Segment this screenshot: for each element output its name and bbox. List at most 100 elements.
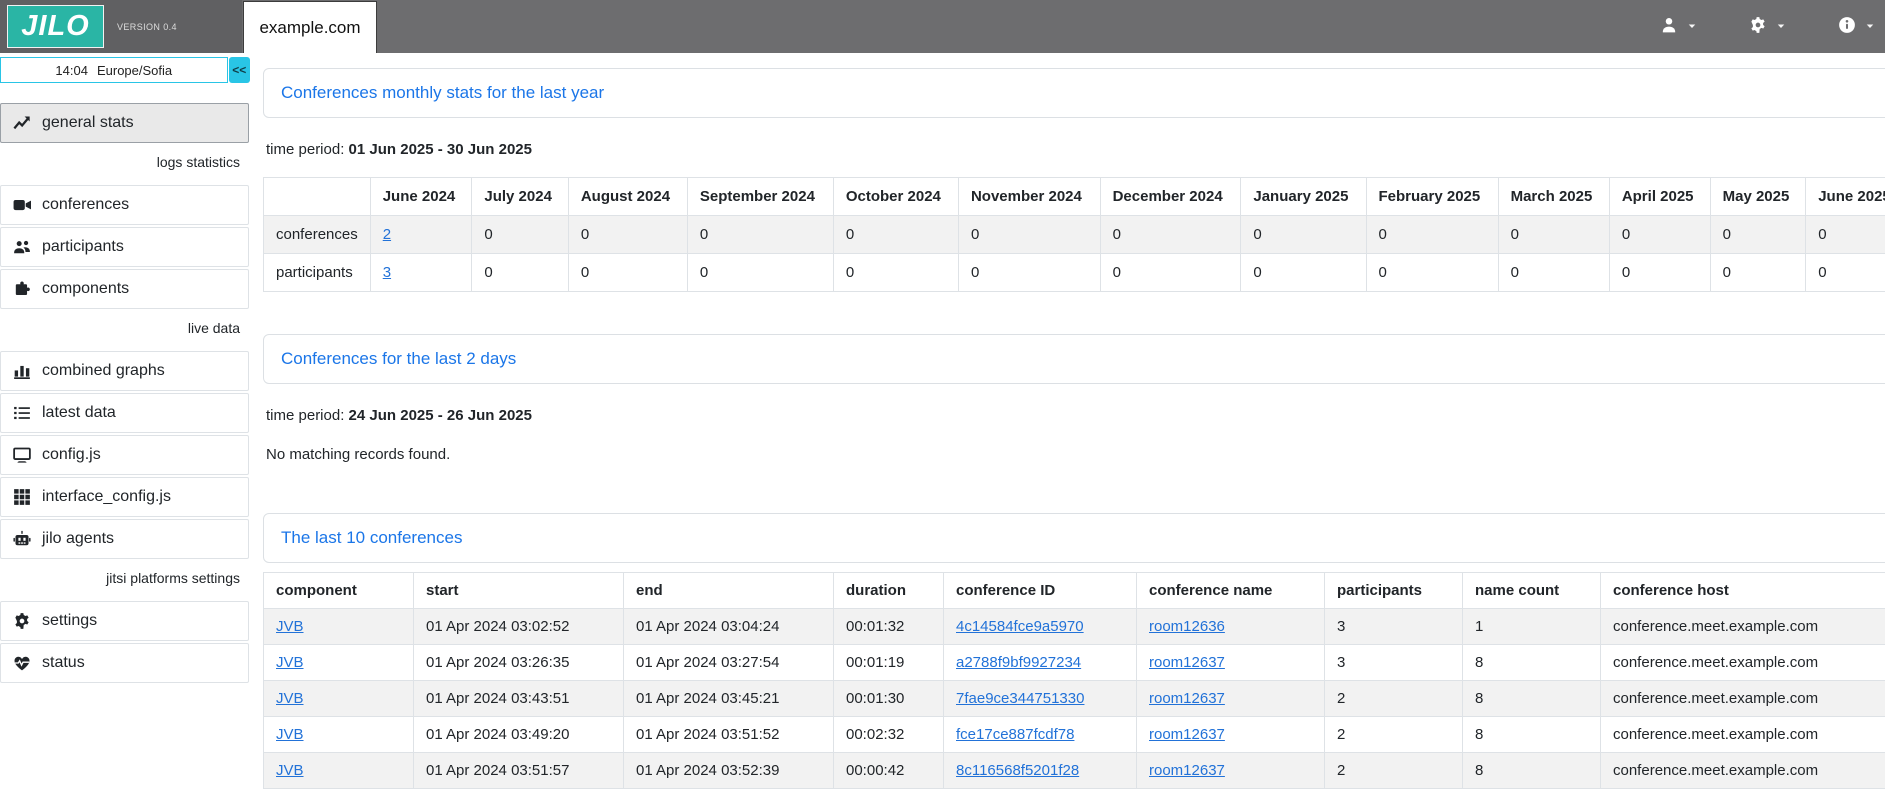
cell-link-conference-id[interactable]: 4c14584fce9a5970 [956, 618, 1084, 635]
cell-participants: 2 [1325, 753, 1463, 789]
cell-duration: 00:01:32 [834, 609, 944, 645]
column-header-september-2024: September 2024 [687, 178, 833, 216]
gear-icon [1749, 16, 1767, 38]
cell-link-conference-name[interactable]: room12637 [1149, 654, 1225, 671]
last-10-conferences-title-link[interactable]: The last 10 conferences [281, 528, 462, 548]
column-header-november-2024: November 2024 [958, 178, 1100, 216]
column-header-april-2025: April 2025 [1609, 178, 1710, 216]
column-header-february-2025: February 2025 [1366, 178, 1498, 216]
column-header-june-2025: June 2025 [1806, 178, 1885, 216]
cell-conference-host: conference.meet.example.com [1601, 717, 1885, 753]
cell-duration: 00:00:42 [834, 753, 944, 789]
video-icon [12, 196, 31, 214]
cell-link-conference-name[interactable]: room12637 [1149, 762, 1225, 779]
cell-june-2025: 0 [1806, 216, 1885, 254]
cell-link-conference-name[interactable]: room12637 [1149, 690, 1225, 707]
gear-icon [12, 612, 31, 630]
cell-start: 01 Apr 2024 03:02:52 [414, 609, 624, 645]
sidebar-item-jilo-agents[interactable]: jilo agents [0, 519, 249, 559]
table-row: conferences2000000000000 [264, 216, 1885, 254]
table-row: participants3000000000000 [264, 254, 1885, 292]
cell: JVB [264, 753, 414, 789]
sidebar-section-label-jitsi-platforms-settings: jitsi platforms settings [0, 561, 250, 594]
cell-march-2025: 0 [1498, 254, 1609, 292]
sidebar-collapse-button[interactable]: << [229, 57, 250, 83]
site-tab-label: example.com [259, 18, 360, 38]
cell: room12637 [1137, 717, 1325, 753]
cell: JVB [264, 645, 414, 681]
clock-time: 14:04 [55, 63, 88, 78]
caret-down-icon [1687, 18, 1697, 35]
card-last-10-conferences-header: The last 10 conferences [263, 513, 1885, 563]
column-header-participants: participants [1325, 573, 1463, 609]
info-menu[interactable] [1838, 16, 1875, 38]
cell-duration: 00:01:30 [834, 681, 944, 717]
cell-link-conference-id[interactable]: 8c116568f5201f28 [956, 762, 1079, 779]
last-2-days-title-link[interactable]: Conferences for the last 2 days [281, 349, 516, 369]
recent-time-period: time period: 24 Jun 2025 - 26 Jun 2025 [266, 407, 1885, 424]
sidebar-item-combined-graphs[interactable]: combined graphs [0, 351, 249, 391]
cell-february-2025: 0 [1366, 216, 1498, 254]
cell-link-conference-id[interactable]: a2788f9bf9927234 [956, 654, 1081, 671]
cell-name-count: 8 [1463, 681, 1601, 717]
cell-link-conference-id[interactable]: fce17ce887fcdf78 [956, 726, 1074, 743]
cell-link-june-2024[interactable]: 2 [383, 226, 391, 243]
sidebar-item-status[interactable]: status [0, 643, 249, 683]
cell: 3 [370, 254, 472, 292]
column-header-march-2025: March 2025 [1498, 178, 1609, 216]
table-header-row: componentstartenddurationconference IDco… [264, 573, 1885, 609]
info-icon [1838, 16, 1856, 38]
sidebar-item-config-js[interactable]: config.js [0, 435, 249, 475]
bar-chart-icon [12, 362, 31, 380]
version-label: VERSION 0.4 [117, 22, 177, 32]
sidebar-item-latest-data[interactable]: latest data [0, 393, 249, 433]
cell: 4c14584fce9a5970 [944, 609, 1137, 645]
cell: 7fae9ce344751330 [944, 681, 1137, 717]
cell-name-count: 8 [1463, 717, 1601, 753]
settings-menu[interactable] [1749, 16, 1786, 38]
column-header-end: end [624, 573, 834, 609]
cell-link-conference-name[interactable]: room12636 [1149, 618, 1225, 635]
monthly-stats-title-link[interactable]: Conferences monthly stats for the last y… [281, 83, 604, 103]
cell: JVB [264, 681, 414, 717]
user-menu[interactable] [1660, 16, 1697, 38]
cell-participants: 3 [1325, 609, 1463, 645]
sidebar-item-general-stats[interactable]: general stats [0, 103, 249, 143]
cell: JVB [264, 609, 414, 645]
cell-link-june-2024[interactable]: 3 [383, 264, 391, 281]
cell-link-component[interactable]: JVB [276, 654, 304, 671]
cell-link-conference-name[interactable]: room12637 [1149, 726, 1225, 743]
cell-link-component[interactable]: JVB [276, 762, 304, 779]
sidebar-item-conferences[interactable]: conferences [0, 185, 249, 225]
cell-link-component[interactable]: JVB [276, 690, 304, 707]
heart-pulse-icon [12, 654, 31, 672]
sidebar-item-label: config.js [42, 446, 101, 464]
sidebar-item-participants[interactable]: participants [0, 227, 249, 267]
top-bar: JILO VERSION 0.4 example.com [0, 0, 1885, 53]
cell-conference-host: conference.meet.example.com [1601, 753, 1885, 789]
cell-link-component[interactable]: JVB [276, 618, 304, 635]
sidebar-section-label-logs-statistics: logs statistics [0, 145, 250, 178]
site-tab[interactable]: example.com [243, 1, 377, 53]
caret-down-icon [1776, 18, 1786, 35]
cell-participants: 2 [1325, 717, 1463, 753]
sidebar-item-components[interactable]: components [0, 269, 249, 309]
timezone-selector[interactable]: 14:04 Europe/Sofia [0, 57, 228, 83]
cell-link-conference-id[interactable]: 7fae9ce344751330 [956, 690, 1084, 707]
cell-end: 01 Apr 2024 03:52:39 [624, 753, 834, 789]
sidebar-item-interface-config-js[interactable]: interface_config.js [0, 477, 249, 517]
list-icon [12, 404, 31, 422]
app-logo: JILO [7, 5, 104, 48]
column-header-conference-name: conference name [1137, 573, 1325, 609]
cell-march-2025: 0 [1498, 216, 1609, 254]
cell: room12637 [1137, 681, 1325, 717]
cell: JVB [264, 717, 414, 753]
cell-start: 01 Apr 2024 03:51:57 [414, 753, 624, 789]
cell-end: 01 Apr 2024 03:51:52 [624, 717, 834, 753]
cell-october-2024: 0 [833, 216, 958, 254]
sidebar-item-settings[interactable]: settings [0, 601, 249, 641]
cell-link-component[interactable]: JVB [276, 726, 304, 743]
table-row: JVB01 Apr 2024 03:43:5101 Apr 2024 03:45… [264, 681, 1885, 717]
sidebar-item-label: participants [42, 238, 124, 256]
sidebar-item-label: status [42, 654, 85, 672]
